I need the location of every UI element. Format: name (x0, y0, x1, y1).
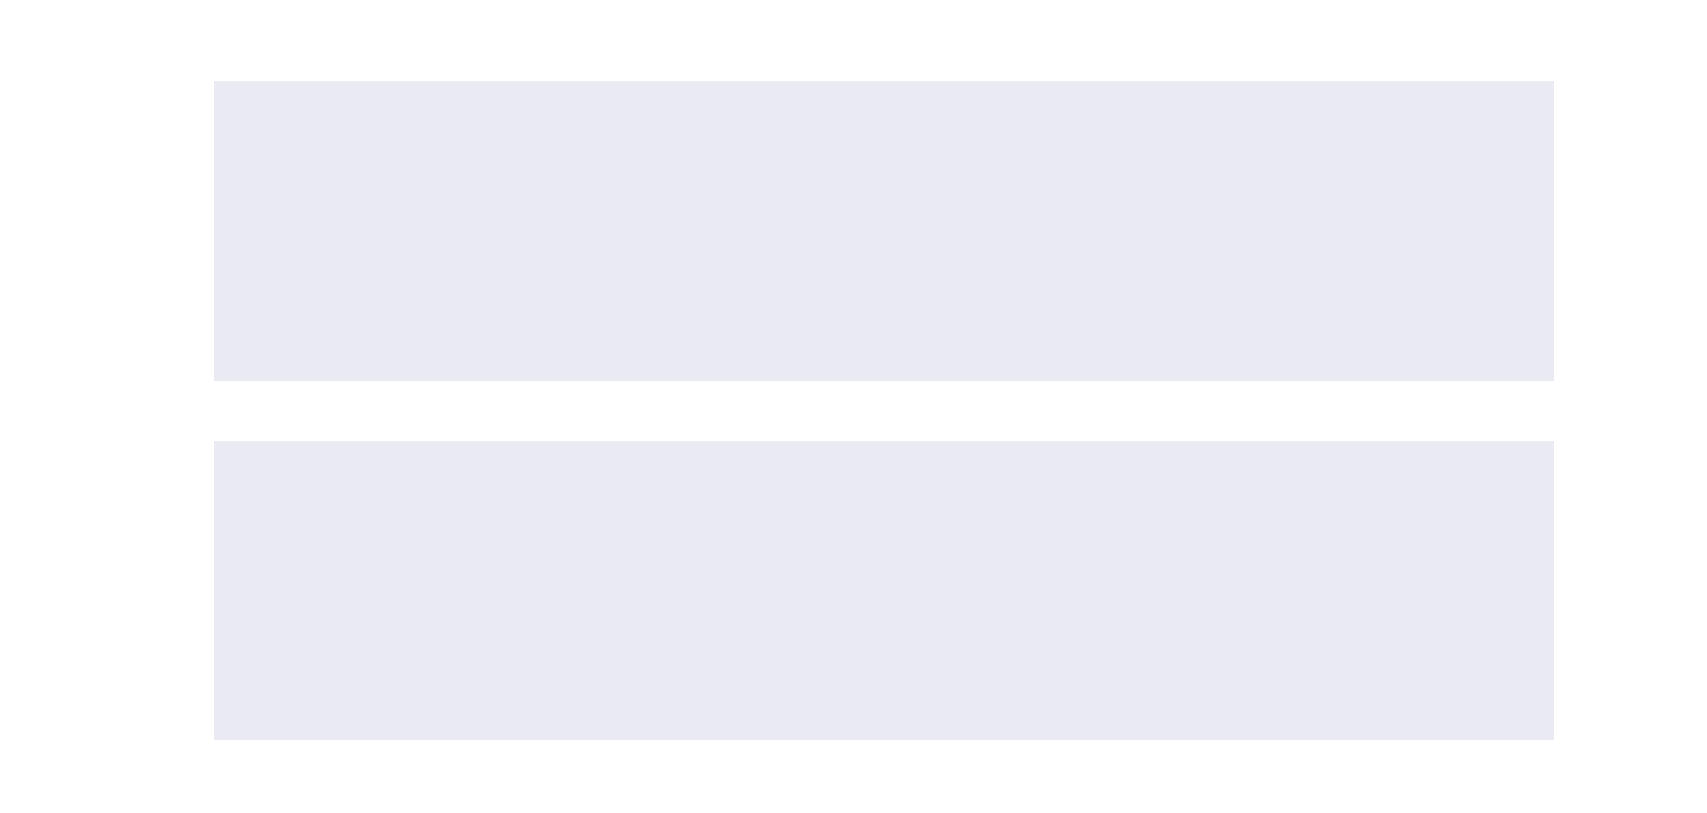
load-plot-area (214, 81, 1554, 381)
error-chart-panel (214, 441, 1554, 740)
load-chart-panel (214, 81, 1554, 381)
error-plot-area (214, 441, 1554, 740)
